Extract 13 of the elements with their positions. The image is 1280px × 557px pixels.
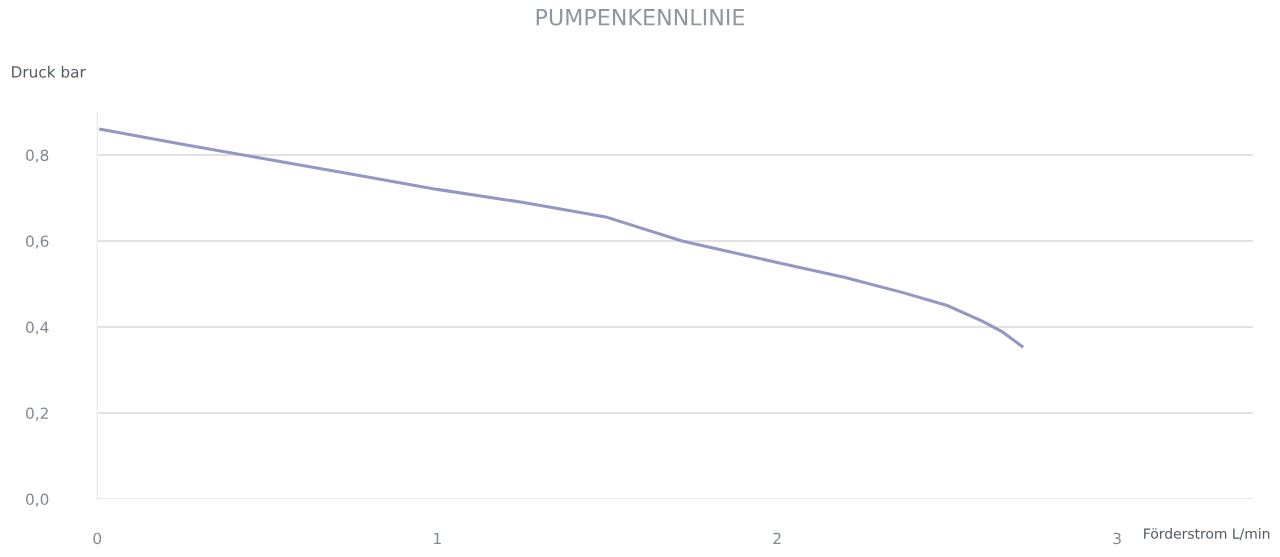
y-tick-label: 0,8 [26, 149, 49, 163]
y-tick-label: 0,4 [26, 321, 49, 335]
x-tick-label: 3 [1113, 532, 1121, 545]
y-tick-label: 0,6 [26, 235, 49, 249]
x-tick-label: 0 [93, 532, 102, 545]
y-tick-label: 0,2 [26, 407, 48, 421]
x-tick-label: 2 [773, 532, 781, 545]
chart-title: PUMPENKENNLINIE [536, 9, 745, 26]
y-tick-label: 0,0 [26, 493, 49, 507]
x-axis-title: Förderstrom L/min [1144, 528, 1270, 540]
x-tick-label: 1 [434, 532, 441, 545]
line-series [99, 127, 1024, 348]
y-axis-title: Druck bar [12, 65, 86, 78]
